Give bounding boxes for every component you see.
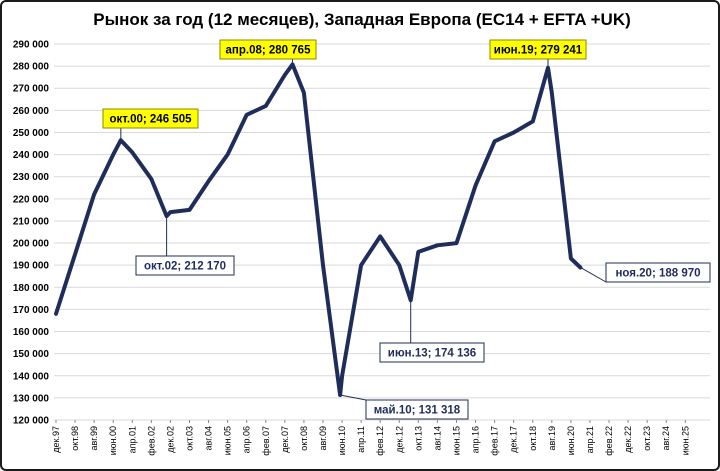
x-tick-label: июн.20 [566,426,576,455]
x-tick-label: фев.12 [375,426,385,456]
y-tick-label: 250 000 [13,128,50,139]
x-tick-label: июн.05 [223,426,233,455]
x-tick-label: авг.24 [661,426,671,450]
x-tick-label: дек.97 [51,426,61,453]
x-tick-label: апр.11 [356,426,366,453]
x-tick-label: июн.15 [451,426,461,455]
y-tick-label: 150 000 [13,349,50,360]
x-tick-label: июн.10 [337,426,347,455]
x-tick-label: дек.02 [165,426,175,453]
y-tick-label: 240 000 [13,150,50,161]
x-tick-label: фев.02 [146,426,156,456]
x-tick-label: июн.00 [108,426,118,455]
x-tick-label: июн.25 [680,426,690,455]
y-tick-label: 210 000 [13,216,50,227]
x-tick-label: окт.98 [70,426,80,451]
y-tick-label: 160 000 [13,327,50,338]
y-tick-label: 120 000 [13,416,50,427]
y-tick-label: 130 000 [13,393,50,404]
annotation-box [605,262,711,283]
annotation-label: июн.19; 279 241 [494,45,583,57]
x-tick-label: апр.16 [471,426,481,453]
x-tick-label: дек.22 [623,426,633,453]
x-axis-ticks: дек.97 окт.98 авг.99 июн.00 апр.01 фев.02 дек.… [51,420,690,456]
x-tick-label: окт.18 [528,426,538,451]
chart-title: Рынок за год (12 месяцев), Западная Евро… [93,10,631,29]
annotation-label: апр.08; 280 765 [226,45,312,57]
annotation-box [379,342,485,363]
y-tick-label: 270 000 [13,84,50,95]
x-tick-label: фев.07 [261,426,271,456]
annotation-leader [340,394,367,401]
annotation-box [135,255,235,276]
x-tick-label: дек.12 [394,426,404,453]
y-tick-label: 230 000 [13,172,50,183]
annotation-box [489,39,587,60]
annotation-label: окт.02; 212 170 [144,261,226,273]
x-tick-label: апр.01 [127,426,137,453]
annotation-label: ноя.20; 188 970 [615,268,700,280]
annotation-box [365,399,469,420]
x-tick-label: дек.07 [280,426,290,453]
x-tick-label: авг.99 [89,426,99,450]
series-line [54,62,583,397]
x-tick-label: апр.06 [242,426,252,453]
x-tick-label: окт.23 [642,426,652,451]
annotation-label: май.10; 131 318 [374,405,461,417]
y-tick-label: 170 000 [13,305,50,316]
y-tick-label: 140 000 [13,371,50,382]
x-tick-label: окт.13 [413,426,423,451]
annotation-leader [580,267,607,283]
annotation-box [219,39,317,60]
annotation-label: окт.00; 246 505 [110,114,193,126]
y-tick-label: 200 000 [13,239,50,250]
x-tick-label: окт.08 [299,426,309,451]
y-tick-label: 180 000 [13,283,50,294]
y-axis-ticks: 120 000 130 000 140 000 150 000 160 000 170 0… [13,40,50,427]
x-tick-label: авг.14 [432,426,442,450]
annotation-label: июн.13; 174 136 [388,348,476,360]
x-tick-label: дек.17 [509,426,519,453]
gridlines [54,43,710,421]
x-tick-label: авг.09 [318,426,328,450]
y-tick-label: 290 000 [13,40,50,51]
x-tick-label: окт.03 [184,426,194,451]
annotations: окт.00; 246 505 окт.02; 212 170 апр.08; 28… [102,39,711,420]
y-tick-label: 280 000 [13,62,50,73]
y-tick-label: 190 000 [13,261,50,272]
x-tick-label: авг.04 [204,426,214,450]
y-tick-label: 220 000 [13,194,50,205]
x-tick-label: апр.21 [585,426,595,453]
annotation-box [102,108,199,129]
x-tick-label: фев.17 [490,426,500,456]
x-tick-label: фев.22 [604,426,614,456]
x-tick-label: авг.19 [547,426,557,450]
y-tick-label: 260 000 [13,106,50,117]
